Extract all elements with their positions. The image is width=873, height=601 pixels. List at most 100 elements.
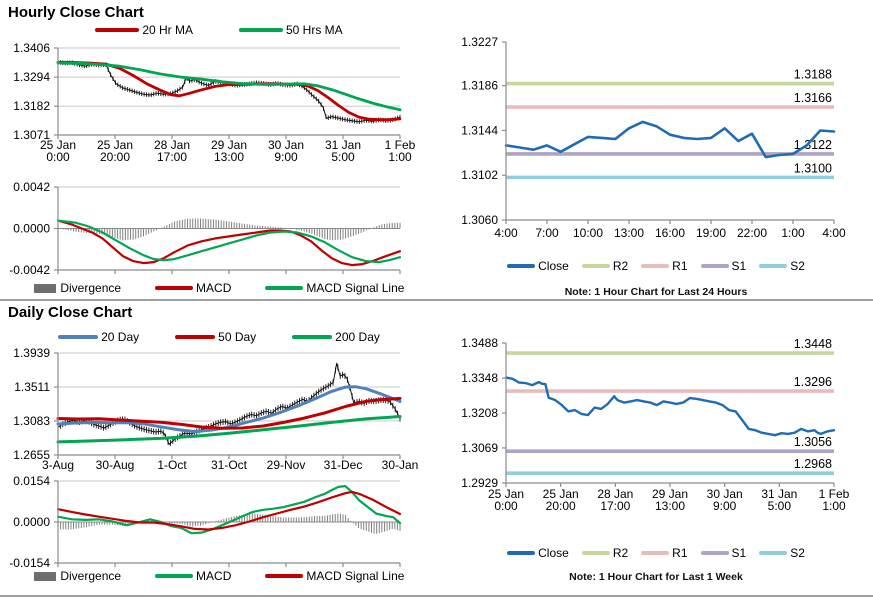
y-tick-label: 1.3083: [13, 414, 50, 428]
legend-item-50-day: 50 Day: [175, 330, 256, 344]
pivot-label-s2: 1.2968: [794, 457, 832, 471]
legend-swatch-s2: [759, 551, 788, 555]
x-tick-label: 0:00: [494, 499, 518, 513]
x-tick-label: 13:00: [655, 499, 685, 513]
legend-item-macd: MACD: [155, 569, 231, 583]
legend-item-r2: R2: [581, 546, 629, 560]
legend-swatch-20-hr-ma: [95, 28, 140, 32]
section-divider: [0, 299, 873, 301]
y-tick-label: 1.3406: [13, 41, 50, 55]
legend-swatch-close: [507, 551, 536, 555]
x-tick-label: 20:00: [546, 499, 576, 513]
legend-item-r2: R2: [581, 259, 629, 273]
x-tick-label: 17:00: [600, 499, 630, 513]
series-close: [504, 376, 836, 437]
series-macd: [56, 219, 402, 267]
legend-label: 200 Day: [335, 330, 380, 344]
series-macd-signal-line: [56, 490, 402, 531]
y-tick-label: 1.3144: [461, 123, 498, 137]
x-tick-label: 25 Jan: [488, 487, 524, 501]
x-tick-label: 17:00: [157, 150, 187, 164]
legend-item-s2: S2: [759, 546, 805, 560]
series-50-day: [56, 396, 402, 430]
series-macd-signal-line: [56, 219, 402, 264]
legend-item-r1: R1: [641, 546, 688, 560]
legend-label: MACD Signal Line: [306, 569, 405, 583]
y-tick-label: 1.3208: [461, 406, 498, 420]
x-tick-label: 29 Jan: [652, 487, 688, 501]
x-tick-label: 7:00: [535, 226, 559, 240]
x-tick-label: 1 Feb: [385, 138, 416, 152]
x-tick-label: 30 Jan: [268, 138, 304, 152]
y-tick-label: 1.3348: [461, 371, 498, 385]
x-tick-label: 31-Oct: [211, 458, 248, 472]
legend-item-close: Close: [507, 546, 569, 560]
x-tick-label: 4:00: [822, 226, 846, 240]
legend-swatch-r1: [641, 264, 670, 268]
x-tick-label: 9:00: [274, 150, 298, 164]
y-tick-label: 1.3294: [13, 70, 50, 84]
y-tick-label: 1.3186: [461, 79, 498, 93]
x-tick-label: 4:00: [494, 226, 518, 240]
legend-label: MACD: [196, 569, 232, 583]
y-tick-label: 1.3227: [461, 35, 498, 49]
legend-label: Close: [538, 259, 569, 273]
legend-label: Close: [538, 546, 569, 560]
pivot-label-r1: 1.3296: [794, 375, 832, 389]
legend-label: S1: [731, 259, 747, 273]
legend-item-20-hr-ma: 20 Hr MA: [95, 23, 193, 37]
x-tick-label: 1 Feb: [819, 487, 850, 501]
x-tick-label: 29-Nov: [267, 458, 306, 472]
x-tick-label: 5:00: [768, 499, 792, 513]
legend-label: MACD: [196, 281, 232, 295]
hourly-macd-chart: 0.0042 0.0000 -0.0042: [9, 180, 402, 277]
legend-swatch-close: [507, 264, 536, 268]
x-tick-label: 1:00: [388, 150, 412, 164]
hourly-price-legend: 20 Hr MA 50 Hrs MA: [4, 23, 434, 37]
x-tick-label: 30-Jan: [382, 458, 419, 472]
x-tick-label: 31 Jan: [761, 487, 797, 501]
legend-item-macd-signal-line: MACD Signal Line: [265, 281, 404, 295]
daily-section-title: Daily Close Chart: [8, 304, 133, 321]
pivot-label-r2: 1.3188: [794, 68, 832, 82]
legend-swatch-r2: [581, 264, 610, 268]
y-tick-label: 1.3182: [13, 99, 50, 113]
daily-pivot-legend: Close R2 R1 S1 S2: [440, 546, 872, 560]
bottom-divider: [0, 595, 873, 597]
legend-item-close: Close: [507, 259, 569, 273]
legend-item-macd-signal-line: MACD Signal Line: [265, 569, 404, 583]
y-tick-label: 1.3060: [461, 213, 498, 227]
legend-label: R2: [612, 546, 629, 560]
x-tick-label: 20:00: [100, 150, 130, 164]
daily-pivot-chart: 1.3448 1.3296 1.3056 1.2968 1.3488 1.3348 1.32…: [461, 336, 850, 513]
x-tick-label: 25 Jan: [97, 138, 133, 152]
y-tick-label: 0.0154: [13, 474, 50, 488]
daily-macd-legend: Divergence MACD MACD Signal Line: [4, 569, 434, 583]
legend-item-s1: S1: [700, 259, 747, 273]
legend-swatch-r2: [581, 551, 610, 555]
x-tick-label: 1:00: [781, 226, 805, 240]
legend-label: R2: [612, 259, 629, 273]
pivot-label-s2: 1.3100: [794, 161, 832, 175]
legend-swatch-s1: [700, 551, 729, 555]
legend-swatch-50-day: [175, 335, 216, 339]
x-tick-label: 10:00: [573, 226, 603, 240]
x-tick-label: 28 Jan: [597, 487, 633, 501]
x-tick-label: 25 Jan: [40, 138, 76, 152]
legend-swatch-s1: [700, 264, 729, 268]
x-tick-label: 3-Aug: [42, 458, 74, 472]
hourly-pivot-chart: 1.31881.31661.31221.31001.32271.31861.31…: [461, 35, 846, 240]
legend-label: Divergence: [60, 569, 122, 583]
legend-swatch-50-hrs-ma: [239, 28, 283, 32]
legend-item-divergence: Divergence: [33, 569, 122, 583]
x-tick-label: 13:00: [214, 150, 244, 164]
legend-swatch-20-day: [58, 335, 99, 339]
daily-macd-chart: 0.0154 0.0000 -0.0154: [9, 474, 402, 570]
daily-price-legend: 20 Day 50 Day 200 Day: [4, 330, 434, 344]
x-tick-label: 28 Jan: [154, 138, 190, 152]
legend-label: 50 Day: [218, 330, 257, 344]
y-tick-label: 1.3102: [461, 168, 498, 182]
x-tick-label: 30-Aug: [96, 458, 135, 472]
legend-item-s2: S2: [759, 259, 805, 273]
